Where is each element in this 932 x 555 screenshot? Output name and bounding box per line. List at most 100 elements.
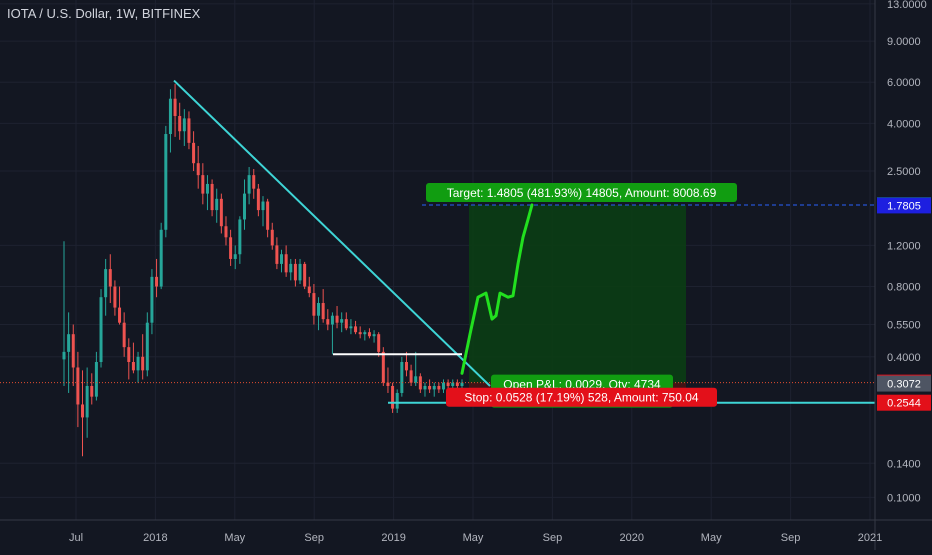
y-tick-label: 9.0000 — [887, 36, 921, 48]
x-tick-label: May — [224, 532, 245, 544]
price-axis[interactable]: 13.0000 9.0000 6.0000 4.0000 2.5000 1.2000 0.8… — [874, 0, 931, 550]
candle-body — [266, 201, 270, 230]
price-badge-blue[interactable]: 1.7805 — [877, 197, 931, 214]
candle-body — [104, 269, 108, 298]
candle-body — [298, 263, 302, 281]
target-label[interactable]: Target: 1.4805 (481.93%) 14805, Amount: … — [426, 182, 737, 202]
candle-body — [155, 276, 159, 287]
position-labels[interactable]: Target: 1.4805 (481.93%) 14805, Amount: … — [426, 182, 737, 408]
price-badge-bg — [877, 197, 931, 214]
candle-body — [145, 322, 149, 371]
candle-body — [326, 319, 330, 325]
stop-label-text: Stop: 0.0528 (17.19%) 528, Amount: 750.0… — [464, 391, 698, 405]
candle-body — [210, 183, 214, 211]
candle-body — [432, 385, 436, 390]
candle-body — [446, 382, 450, 386]
candle-body — [229, 237, 233, 259]
candle-body — [131, 362, 135, 371]
candle-body — [173, 98, 177, 117]
price-badge-stop[interactable]: 0.2544 — [877, 394, 931, 411]
candle-body — [85, 385, 89, 418]
candle-body — [455, 382, 459, 386]
candle-body — [90, 385, 94, 397]
y-tick-label: 6.0000 — [887, 77, 921, 89]
candle-body — [340, 319, 344, 323]
candle-body — [127, 347, 131, 363]
price-badge-bg — [877, 375, 931, 392]
downtrend-line[interactable] — [173, 79, 491, 387]
candle-body — [386, 382, 390, 386]
candle-body — [252, 175, 256, 189]
candle-body — [81, 404, 85, 418]
y-tick-label: 1.2000 — [887, 240, 921, 252]
candle-body — [289, 263, 293, 273]
candle-body — [381, 351, 385, 383]
candle-body — [391, 385, 395, 409]
price-badge-label: 0.2544 — [887, 398, 921, 410]
candle-body — [275, 245, 279, 264]
y-tick-label: 13.0000 — [887, 0, 927, 11]
candle-body — [312, 293, 316, 316]
candle-body — [400, 362, 404, 393]
candle-body — [293, 263, 297, 281]
y-tick-label: 0.8000 — [887, 282, 921, 294]
candle-body — [354, 326, 358, 333]
price-badge-label: 1.7805 — [887, 200, 921, 212]
candle-body — [178, 116, 182, 132]
candle-body — [108, 269, 112, 287]
candle-body — [321, 303, 325, 320]
candle-body — [201, 175, 205, 194]
target-label-bg — [426, 182, 737, 202]
chart-title: IOTA / U.S. Dollar, 1W, BITFINEX — [7, 6, 201, 21]
x-tick-label: 2018 — [143, 532, 167, 544]
projection-path[interactable] — [460, 203, 534, 375]
x-tick-label: 2021 — [858, 532, 882, 544]
candle-body — [238, 219, 242, 255]
candle-body — [395, 392, 399, 409]
position-zones — [469, 204, 686, 403]
candle-body — [219, 198, 223, 227]
candle-body — [62, 351, 66, 360]
price-badge-bg — [877, 394, 931, 411]
candle-body — [363, 332, 367, 335]
candle-body — [224, 226, 228, 238]
stop-label[interactable]: Stop: 0.0528 (17.19%) 528, Amount: 750.0… — [446, 387, 717, 407]
candle-body — [71, 334, 75, 368]
candle-body — [99, 297, 103, 363]
candle-body — [404, 362, 408, 371]
profit-zone — [469, 204, 686, 383]
time-axis[interactable]: Jul 2018 May Sep 2019 May Sep 2020 May Sep 2021 — [0, 519, 932, 544]
candle-body — [349, 326, 353, 329]
x-tick-label: May — [701, 532, 722, 544]
candle-body — [136, 356, 140, 371]
candle-body — [215, 198, 219, 211]
x-tick-label: Jul — [69, 532, 83, 544]
candle-body — [284, 254, 288, 273]
candle-body — [164, 134, 168, 230]
candle-body — [428, 385, 432, 390]
candle-body — [205, 183, 209, 194]
candle-body — [330, 315, 334, 325]
candle-body — [94, 362, 98, 397]
candle-body — [168, 98, 172, 135]
candle-body — [187, 118, 191, 143]
x-tick-label: May — [463, 532, 484, 544]
x-tick-label: 2020 — [620, 532, 644, 544]
x-tick-label: Sep — [304, 532, 324, 544]
candle-body — [192, 142, 196, 164]
candle-body — [122, 322, 126, 348]
candle-body — [113, 286, 117, 308]
candle-body — [451, 382, 455, 386]
price-badge-grey[interactable]: 0.3072 — [877, 375, 931, 392]
candle-body — [67, 334, 71, 352]
candle-body — [372, 334, 376, 337]
y-tick-label: 0.1000 — [887, 492, 921, 504]
candle-body — [409, 370, 413, 383]
candle-body — [233, 254, 237, 259]
y-tick-label: 2.5000 — [887, 166, 921, 178]
candle-body — [76, 367, 80, 405]
candle-body — [261, 201, 265, 211]
candle-body — [247, 175, 251, 194]
